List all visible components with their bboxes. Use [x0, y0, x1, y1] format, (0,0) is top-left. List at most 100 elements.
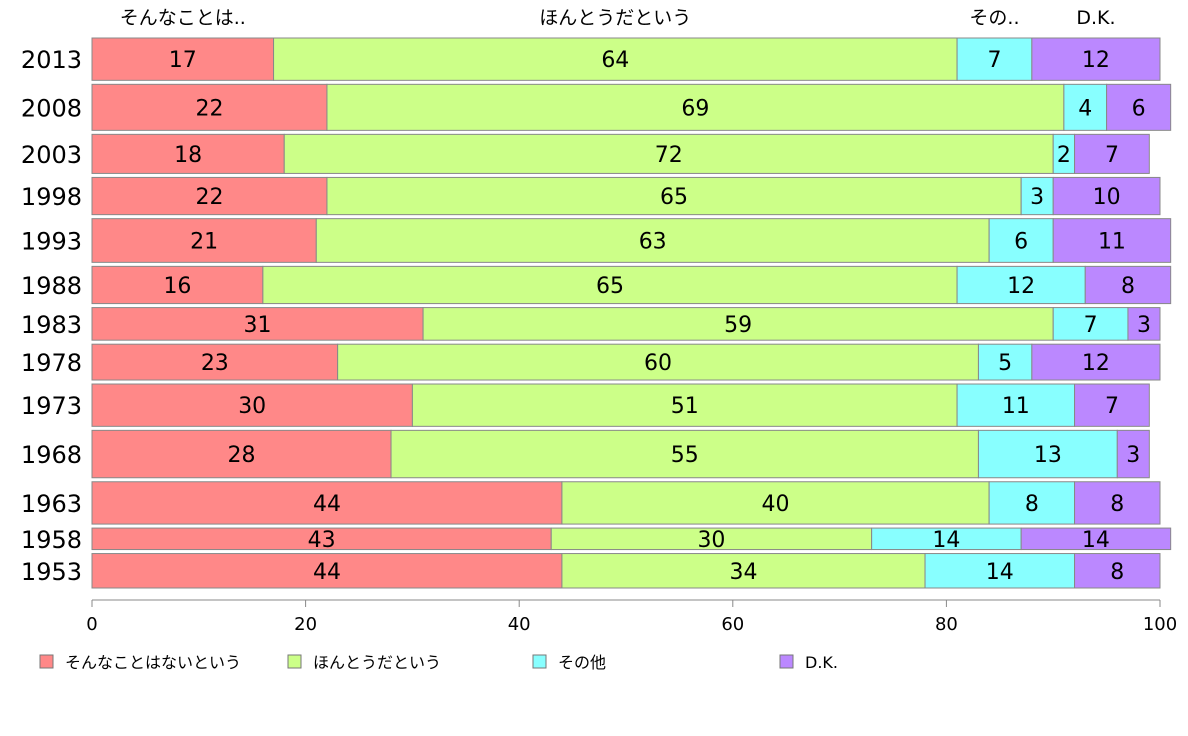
data-label-2008-series-1: 22	[195, 96, 223, 121]
data-label-1958-series-2: 30	[697, 528, 725, 553]
data-label-2013-series-1: 17	[169, 48, 197, 73]
bar-1998-series-1	[91, 176, 328, 216]
bar-1993-series-2	[315, 218, 990, 263]
bar-1988-series-2	[262, 265, 958, 305]
data-label-1978-series-4: 12	[1082, 351, 1110, 376]
data-label-1988-series-2: 65	[596, 274, 624, 299]
bar-2003-series-4	[1074, 133, 1150, 174]
data-label-1968-series-3: 13	[1034, 443, 1062, 468]
category-labels: 2013 2008 2003 1998 1993 1988 1983 1978 1973 1968…	[21, 46, 82, 586]
bar-2008-series-4	[1106, 83, 1172, 131]
data-label-1993-series-3: 6	[1014, 230, 1028, 255]
bar-1958-series-4	[1020, 527, 1172, 551]
bar-1993-series-1	[91, 218, 317, 263]
data-label-1988-series-1: 16	[163, 274, 191, 299]
legend-label-1: そんなことはないという	[65, 653, 241, 672]
data-label-1988-series-4: 8	[1121, 274, 1135, 299]
bar-1973-series-2	[411, 383, 958, 427]
bar-1963-series-4	[1074, 481, 1161, 525]
data-label-1973-series-3: 11	[1002, 394, 1030, 419]
bar-1998-series-4	[1052, 176, 1161, 216]
data-label-1998-series-2: 65	[660, 185, 688, 210]
bar-1978-series-3	[977, 343, 1033, 381]
data-label-1958-series-3: 14	[932, 528, 960, 553]
category-label-1998: 1998	[21, 183, 82, 211]
bar-2008-series-2	[326, 83, 1065, 131]
category-label-2013: 2013	[21, 46, 82, 74]
bar-1968-series-4	[1116, 429, 1150, 479]
data-label-1978-series-3: 5	[998, 351, 1012, 376]
bar-2013-series-4	[1031, 37, 1161, 81]
category-label-1978: 1978	[21, 349, 82, 377]
x-tick-label-60: 60	[721, 614, 744, 635]
data-label-1958-series-1: 43	[308, 528, 336, 553]
top-label-2: ほんとうだという	[539, 7, 691, 29]
bar-1968-series-1	[91, 429, 392, 479]
data-label-1973-series-1: 30	[238, 394, 266, 419]
x-tick-label-80: 80	[935, 614, 958, 635]
data-label-1963-series-4: 8	[1110, 492, 1124, 517]
data-label-2013-series-3: 7	[987, 48, 1001, 73]
data-label-1963-series-2: 40	[762, 492, 790, 517]
data-label-1958-series-4: 14	[1082, 528, 1110, 553]
legend-label-2: ほんとうだという	[313, 653, 441, 672]
legend-swatch-1	[39, 654, 54, 669]
category-label-1953: 1953	[21, 558, 82, 586]
bar-1953-series-4	[1074, 553, 1161, 589]
data-label-2003-series-2: 72	[655, 143, 683, 168]
bar-1968-series-3	[977, 429, 1118, 479]
data-label-1983-series-1: 31	[244, 313, 272, 338]
legend-swatch-4	[779, 654, 794, 669]
data-label-2008-series-2: 69	[681, 96, 709, 121]
data-label-1953-series-4: 8	[1110, 560, 1124, 585]
legend-swatch-2	[287, 654, 302, 669]
legend-label-3: その他	[558, 653, 606, 672]
data-label-1963-series-3: 8	[1025, 492, 1039, 517]
data-label-1983-series-2: 59	[724, 313, 752, 338]
data-label-1968-series-4: 3	[1126, 443, 1140, 468]
x-tick-label-20: 20	[294, 614, 317, 635]
top-label-3: その..	[969, 7, 1019, 29]
bar-1978-series-4	[1031, 343, 1161, 381]
category-label-1968: 1968	[21, 441, 82, 469]
data-label-1993-series-2: 63	[639, 230, 667, 255]
data-label-1983-series-4: 3	[1137, 313, 1151, 338]
data-label-1953-series-1: 44	[313, 560, 341, 585]
bar-1988-series-1	[91, 265, 264, 305]
data-label-2003-series-3: 2	[1057, 143, 1071, 168]
bar-1953-series-2	[561, 553, 926, 589]
bar-2013-series-1	[91, 37, 275, 81]
data-label-1963-series-1: 44	[313, 492, 341, 517]
x-tick-label-40: 40	[508, 614, 531, 635]
bar-1983-series-4	[1127, 307, 1161, 341]
category-label-1973: 1973	[21, 392, 82, 420]
data-label-2013-series-2: 64	[601, 48, 629, 73]
bar-1993-series-4	[1052, 218, 1172, 263]
data-label-2008-series-3: 4	[1078, 96, 1092, 121]
legend: そんなことはないという ほんとうだという その他 D.K.	[39, 653, 838, 672]
bar-1993-series-3	[988, 218, 1054, 263]
bar-1983-series-3	[1052, 307, 1129, 341]
legend-swatch-3	[532, 654, 547, 669]
bar-1973-series-4	[1074, 383, 1150, 427]
category-label-2008: 2008	[21, 94, 82, 122]
bar-2003-series-2	[283, 133, 1054, 174]
x-axis: 0 20 40 60 80 100	[86, 599, 1177, 635]
category-label-1963: 1963	[21, 490, 82, 518]
data-label-1973-series-4: 7	[1105, 394, 1119, 419]
legend-label-4: D.K.	[805, 653, 838, 672]
bar-2008-series-1	[91, 83, 328, 131]
bar-2013-series-2	[273, 37, 958, 81]
data-label-1968-series-1: 28	[228, 443, 256, 468]
data-label-1998-series-3: 3	[1030, 185, 1044, 210]
bar-1983-series-2	[422, 307, 1054, 341]
top-label-4: D.K.	[1076, 7, 1115, 29]
data-label-1998-series-1: 22	[195, 185, 223, 210]
data-label-2008-series-4: 6	[1132, 96, 1146, 121]
data-label-1953-series-3: 14	[986, 560, 1014, 585]
data-label-2003-series-4: 7	[1105, 143, 1119, 168]
data-label-1953-series-2: 34	[729, 560, 757, 585]
bar-1988-series-4	[1084, 265, 1172, 305]
